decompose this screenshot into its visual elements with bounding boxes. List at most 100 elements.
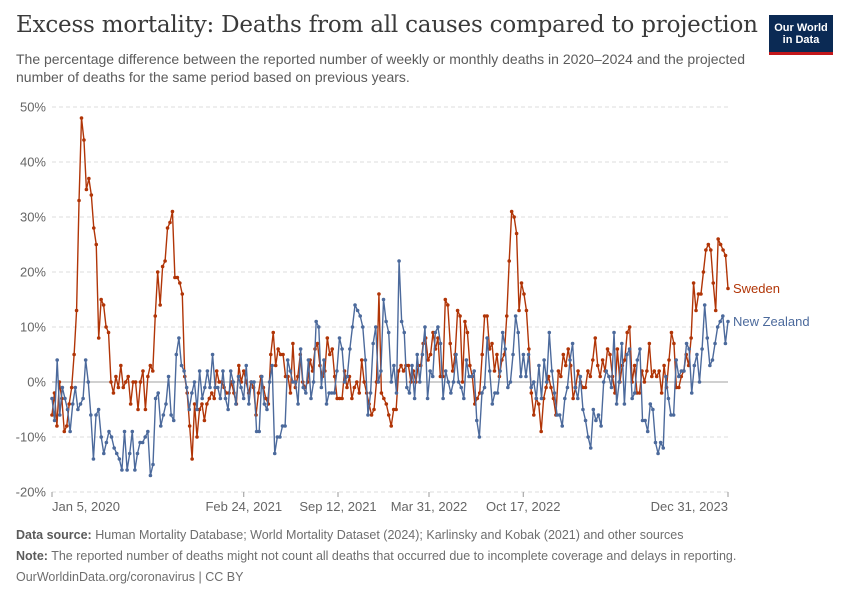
data-point[interactable] xyxy=(637,391,642,395)
data-point[interactable] xyxy=(443,369,448,373)
data-point[interactable] xyxy=(158,303,162,307)
series-new-zealand[interactable] xyxy=(50,259,730,478)
data-point[interactable] xyxy=(151,462,155,467)
data-point[interactable] xyxy=(350,396,354,401)
owid-logo[interactable]: Our World in Data xyxy=(769,15,833,55)
data-point[interactable] xyxy=(650,374,654,379)
data-point[interactable] xyxy=(89,413,93,417)
data-point[interactable] xyxy=(306,358,311,362)
data-point[interactable] xyxy=(112,446,116,450)
data-point[interactable] xyxy=(715,325,720,329)
data-point[interactable] xyxy=(593,336,598,340)
data-point[interactable] xyxy=(392,363,396,368)
data-point[interactable] xyxy=(522,292,526,296)
data-point[interactable] xyxy=(148,473,153,478)
data-point[interactable] xyxy=(500,330,505,335)
data-point[interactable] xyxy=(638,347,642,351)
data-point[interactable] xyxy=(244,363,249,368)
data-point[interactable] xyxy=(171,418,176,423)
data-point[interactable] xyxy=(309,396,313,401)
data-point[interactable] xyxy=(492,369,497,373)
data-point[interactable] xyxy=(278,352,283,357)
data-point[interactable] xyxy=(116,385,121,390)
data-point[interactable] xyxy=(463,319,467,324)
data-point[interactable] xyxy=(493,391,497,395)
data-point[interactable] xyxy=(57,413,62,417)
data-point[interactable] xyxy=(101,303,106,307)
data-point[interactable] xyxy=(573,385,577,390)
series-lines[interactable] xyxy=(50,116,730,478)
data-point[interactable] xyxy=(146,374,150,379)
data-point[interactable] xyxy=(236,374,241,379)
data-point[interactable] xyxy=(723,341,728,346)
data-point[interactable] xyxy=(433,330,438,335)
data-point[interactable] xyxy=(359,358,364,362)
data-point[interactable] xyxy=(591,358,595,362)
data-point[interactable] xyxy=(656,451,660,456)
data-point[interactable] xyxy=(595,363,600,368)
data-point[interactable] xyxy=(448,341,453,346)
data-point[interactable] xyxy=(726,319,730,324)
data-point[interactable] xyxy=(136,407,140,412)
data-point[interactable] xyxy=(482,385,487,390)
data-point[interactable] xyxy=(166,374,171,379)
data-point[interactable] xyxy=(265,407,269,412)
data-point[interactable] xyxy=(104,440,109,445)
data-point[interactable] xyxy=(462,396,466,401)
data-point[interactable] xyxy=(445,303,450,307)
data-point[interactable] xyxy=(296,402,300,406)
data-point[interactable] xyxy=(377,292,381,296)
data-point[interactable] xyxy=(205,369,210,373)
data-point[interactable] xyxy=(524,308,529,313)
data-point[interactable] xyxy=(598,374,602,379)
data-point[interactable] xyxy=(106,330,111,335)
data-point[interactable] xyxy=(465,330,470,335)
data-point[interactable] xyxy=(355,308,360,313)
data-point[interactable] xyxy=(138,380,143,384)
data-point[interactable] xyxy=(107,429,111,434)
data-point[interactable] xyxy=(146,429,150,434)
data-point[interactable] xyxy=(399,363,403,368)
data-point[interactable] xyxy=(133,468,137,472)
data-point[interactable] xyxy=(114,451,119,456)
data-point[interactable] xyxy=(161,413,166,417)
data-point[interactable] xyxy=(55,424,59,428)
data-point[interactable] xyxy=(691,281,696,285)
data-point[interactable] xyxy=(122,429,127,434)
data-point[interactable] xyxy=(160,264,165,269)
data-point[interactable] xyxy=(455,308,460,313)
data-point[interactable] xyxy=(594,418,598,423)
data-point[interactable] xyxy=(428,352,433,357)
data-point[interactable] xyxy=(667,358,671,362)
data-point[interactable] xyxy=(386,413,391,417)
data-point[interactable] xyxy=(482,314,487,318)
data-point[interactable] xyxy=(614,402,619,406)
data-point[interactable] xyxy=(516,330,521,335)
data-point[interactable] xyxy=(485,336,489,340)
data-point[interactable] xyxy=(485,314,489,318)
data-point[interactable] xyxy=(627,325,632,329)
data-point[interactable] xyxy=(96,407,101,412)
data-point[interactable] xyxy=(539,396,544,401)
data-point[interactable] xyxy=(443,297,448,302)
data-point[interactable] xyxy=(241,396,246,401)
data-point[interactable] xyxy=(203,385,207,390)
data-point[interactable] xyxy=(205,402,209,406)
data-point[interactable] xyxy=(329,391,334,395)
data-point[interactable] xyxy=(615,347,620,351)
data-point[interactable] xyxy=(557,413,562,417)
data-point[interactable] xyxy=(609,385,614,390)
data-point[interactable] xyxy=(109,380,113,384)
data-point[interactable] xyxy=(487,369,492,373)
data-point[interactable] xyxy=(143,435,148,439)
data-point[interactable] xyxy=(141,369,145,373)
data-point[interactable] xyxy=(716,237,720,241)
data-point[interactable] xyxy=(50,413,54,417)
data-point[interactable] xyxy=(67,402,72,406)
data-point[interactable] xyxy=(662,363,666,368)
series-label-new-zealand[interactable]: New Zealand xyxy=(733,314,810,329)
data-point[interactable] xyxy=(702,303,707,307)
data-point[interactable] xyxy=(583,385,588,390)
data-point[interactable] xyxy=(581,385,585,390)
data-point[interactable] xyxy=(581,407,585,412)
